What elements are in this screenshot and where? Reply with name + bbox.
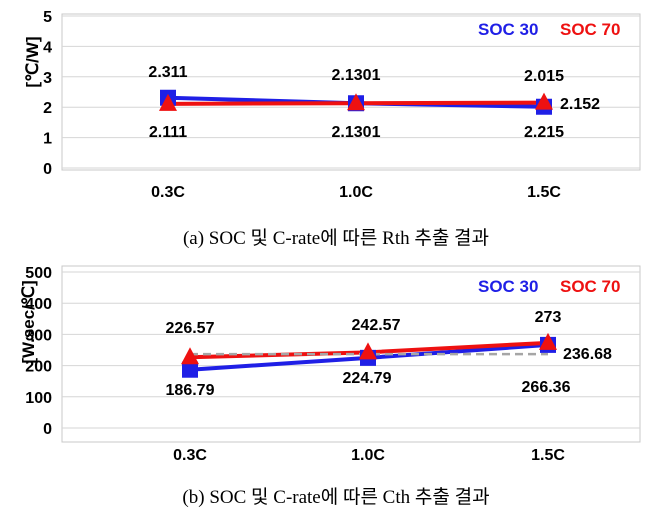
- chart-b-data-label: 226.57: [166, 320, 215, 337]
- chart-a-legend: SOC 30 SOC 70: [478, 20, 620, 39]
- y-tick-label: 500: [25, 265, 52, 282]
- y-tick-label: 200: [25, 359, 52, 376]
- chart-b-y-axis-label: [W.sec/℃]: [19, 280, 38, 363]
- y-tick-label: 0: [43, 421, 52, 438]
- data-point-triangle: [159, 93, 177, 111]
- x-tick-label: 1.0C: [339, 184, 373, 201]
- chart-a-data-label: 2.152: [560, 96, 600, 113]
- chart-a-legend-soc30: SOC 30: [478, 20, 538, 39]
- x-tick-label: 1.5C: [531, 447, 565, 464]
- data-point-triangle: [347, 93, 365, 111]
- data-point-triangle: [539, 332, 557, 350]
- chart-b-legend-soc70: SOC 70: [560, 277, 620, 296]
- chart-a-data-label: 2.1301: [332, 124, 381, 141]
- chart-a-caption: (a) SOC 및 C-rate에 따른 Rth 추출 결과: [183, 227, 489, 249]
- chart-b-legend-soc30: SOC 30: [478, 277, 538, 296]
- y-tick-label: 5: [43, 9, 52, 26]
- chart-b-data-label: 224.79: [343, 370, 392, 387]
- chart-a-y-axis-label: [℃/W]: [23, 36, 42, 87]
- y-tick-label: 1: [43, 131, 52, 148]
- data-point-square: [182, 361, 198, 378]
- x-tick-label: 1.5C: [527, 184, 561, 201]
- chart-b-legend: SOC 30 SOC 70: [478, 277, 620, 296]
- data-point-triangle: [181, 347, 199, 365]
- data-point-triangle: [359, 342, 377, 360]
- chart-b-data-label: 242.57: [352, 317, 401, 334]
- y-tick-label: 300: [25, 327, 52, 344]
- chart-a-legend-soc70: SOC 70: [560, 20, 620, 39]
- chart-b-data-label: 236.68: [563, 346, 612, 363]
- y-tick-label: 3: [43, 70, 52, 87]
- x-tick-label: 0.3C: [173, 447, 207, 464]
- y-tick-label: 0: [43, 161, 52, 178]
- chart-b-caption: (b) SOC 및 C-rate에 따른 Cth 추출 결과: [182, 486, 489, 508]
- chart-b-data-label: 266.36: [522, 379, 571, 396]
- y-tick-label: 400: [25, 296, 52, 313]
- chart-a-data-label: 2.1301: [332, 67, 381, 84]
- x-tick-label: 0.3C: [151, 184, 185, 201]
- chart-a-plot-area: [61, 13, 641, 171]
- chart-a-data-label: 2.111: [149, 124, 187, 141]
- y-tick-label: 2: [43, 100, 52, 117]
- chart-b-data-label: 273: [535, 309, 562, 326]
- chart-a-data-label: 2.215: [524, 124, 564, 141]
- y-tick-label: 100: [25, 390, 52, 407]
- chart-a-data-label: 2.311: [148, 64, 187, 81]
- data-point-triangle: [535, 92, 553, 110]
- y-tick-label: 4: [43, 39, 52, 56]
- chart-a-data-label: 2.015: [524, 68, 564, 85]
- chart-b-data-label: 186.79: [166, 382, 215, 399]
- x-tick-label: 1.0C: [351, 447, 385, 464]
